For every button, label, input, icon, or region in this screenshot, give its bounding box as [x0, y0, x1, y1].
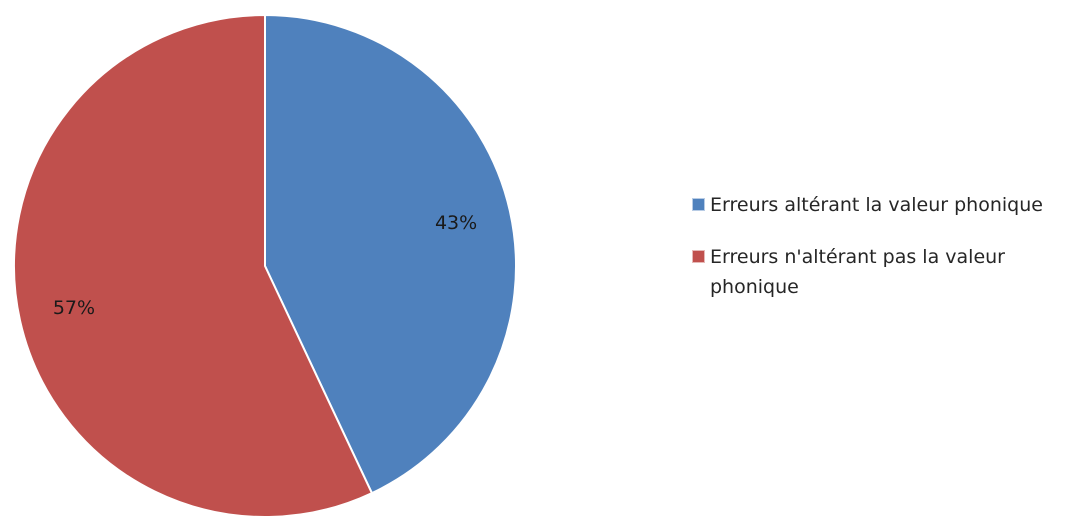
legend-swatch: [692, 198, 705, 211]
legend-item: Erreurs n'altérant pas la valeur phoniqu…: [692, 242, 1077, 302]
legend-swatch: [692, 250, 705, 263]
legend: Erreurs altérant la valeur phonique Erre…: [692, 190, 1077, 324]
legend-item: Erreurs altérant la valeur phonique: [692, 190, 1077, 220]
slice-data-label: 57%: [53, 297, 95, 319]
pie-slice: [13, 13, 374, 518]
pie-slice: [264, 13, 517, 495]
legend-label: Erreurs n'altérant pas la valeur phoniqu…: [710, 246, 1005, 298]
legend-label: Erreurs altérant la valeur phonique: [710, 194, 1043, 216]
slice-data-label: 43%: [435, 212, 477, 234]
